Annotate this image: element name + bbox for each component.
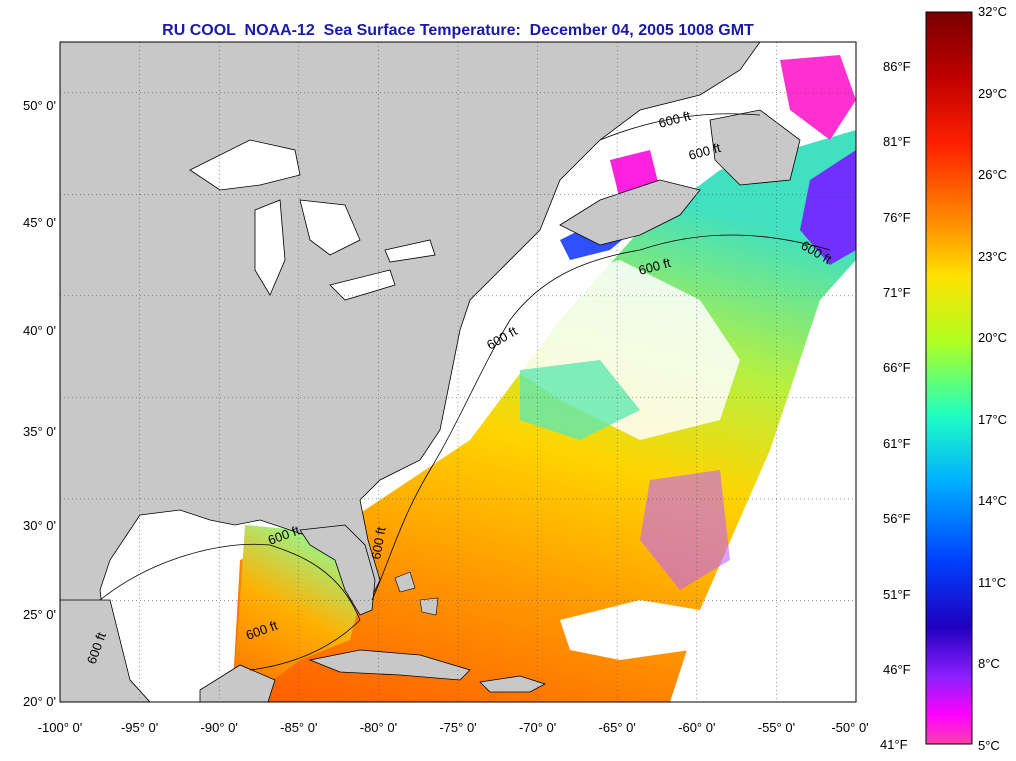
- lon-tick-label: -95° 0': [121, 720, 158, 735]
- colorbar-celsius-label: 17°C: [978, 412, 1008, 427]
- cloud-gap: [560, 600, 700, 660]
- latitude-axis: 50° 0' 45° 0' 40° 0' 35° 0' 30° 0' 25° 0…: [23, 98, 56, 709]
- florida-land: [299, 524, 376, 616]
- lon-tick-label: -70° 0': [519, 720, 556, 735]
- lon-tick-label: -60° 0': [678, 720, 715, 735]
- lon-tick-label: -50° 0': [831, 720, 868, 735]
- lat-tick-label: 35° 0': [23, 424, 56, 439]
- colorbar-celsius-label: 26°C: [978, 167, 1008, 182]
- lon-tick-label: -80° 0': [360, 720, 397, 735]
- great-lakes: [329, 269, 396, 301]
- map-frame: [59, 41, 857, 703]
- lat-tick-label: 50° 0': [23, 98, 56, 113]
- depth-contour: [371, 234, 831, 601]
- cloud-gap: [480, 260, 740, 440]
- colorbar-fahrenheit-label: 46°F: [883, 662, 911, 677]
- colorbar-fahrenheit-label: 56°F: [883, 511, 911, 526]
- great-lakes: [384, 239, 436, 263]
- depth-contour: [599, 113, 761, 141]
- lat-tick-label: 30° 0': [23, 518, 56, 533]
- colorbar-fahrenheit-label: 66°F: [883, 360, 911, 375]
- contour-label: 600 ft: [368, 526, 388, 561]
- colorbar-celsius-label: 32°C: [978, 4, 1008, 19]
- colorbar-fahrenheit-label: 51°F: [883, 587, 911, 602]
- colorbar-fahrenheit-label: 81°F: [883, 134, 911, 149]
- colorbar-celsius-label: 5°C: [978, 738, 1000, 753]
- cuba-land: [308, 649, 471, 681]
- colorbar: [925, 11, 973, 745]
- gulf-sst: [232, 525, 360, 702]
- map-title: RU COOL NOAA-12 Sea Surface Temperature:…: [162, 22, 754, 39]
- cyan-patch: [520, 360, 640, 440]
- lat-tick-label: 40° 0': [23, 323, 56, 338]
- colorbar-fahrenheit-label: 41°F: [880, 737, 908, 752]
- depth-contour: [99, 543, 361, 671]
- lat-tick-label: 25° 0': [23, 607, 56, 622]
- lon-tick-label: -65° 0': [599, 720, 636, 735]
- colorbar-fahrenheit-label: 61°F: [883, 436, 911, 451]
- purple-patch: [640, 470, 730, 590]
- great-lakes: [254, 199, 286, 296]
- newfoundland-land: [709, 109, 801, 186]
- bahamas-land: [419, 597, 439, 616]
- bahamas-land: [394, 571, 416, 593]
- great-lakes: [299, 199, 361, 256]
- colorbar-celsius-label: 29°C: [978, 86, 1008, 101]
- colorbar-celsius-label: 8°C: [978, 656, 1000, 671]
- lon-tick-label: -85° 0': [280, 720, 317, 735]
- lon-tick-label: -90° 0': [201, 720, 238, 735]
- atlantic-canada-land: [559, 179, 701, 246]
- great-lakes: [189, 139, 301, 191]
- colorbar-celsius-label: 14°C: [978, 493, 1008, 508]
- colorbar-celsius-label: 11°C: [978, 575, 1007, 590]
- gridlines: [60, 42, 856, 702]
- lon-tick-label: -55° 0': [758, 720, 795, 735]
- colorbar-fahrenheit-label: 76°F: [883, 210, 911, 225]
- lat-tick-label: 45° 0': [23, 215, 56, 230]
- lon-tick-label: -75° 0': [439, 720, 476, 735]
- colorbar-fahrenheit-label: 71°F: [883, 285, 911, 300]
- cold-water-patch: [800, 150, 856, 265]
- colorbar-fahrenheit-label: 86°F: [883, 59, 911, 74]
- longitude-axis: -100° 0' -95° 0' -90° 0' -85° 0' -80° 0'…: [38, 720, 869, 735]
- colorbar-celsius-label: 20°C: [978, 330, 1008, 345]
- lon-tick-label: -100° 0': [38, 720, 83, 735]
- yucatan-land: [199, 664, 276, 702]
- mexico-land: [60, 599, 151, 702]
- hispaniola-land: [479, 675, 547, 693]
- lat-tick-label: 20° 0': [23, 694, 56, 709]
- cold-water-patch: [780, 55, 856, 140]
- colorbar-celsius-label: 23°C: [978, 249, 1008, 264]
